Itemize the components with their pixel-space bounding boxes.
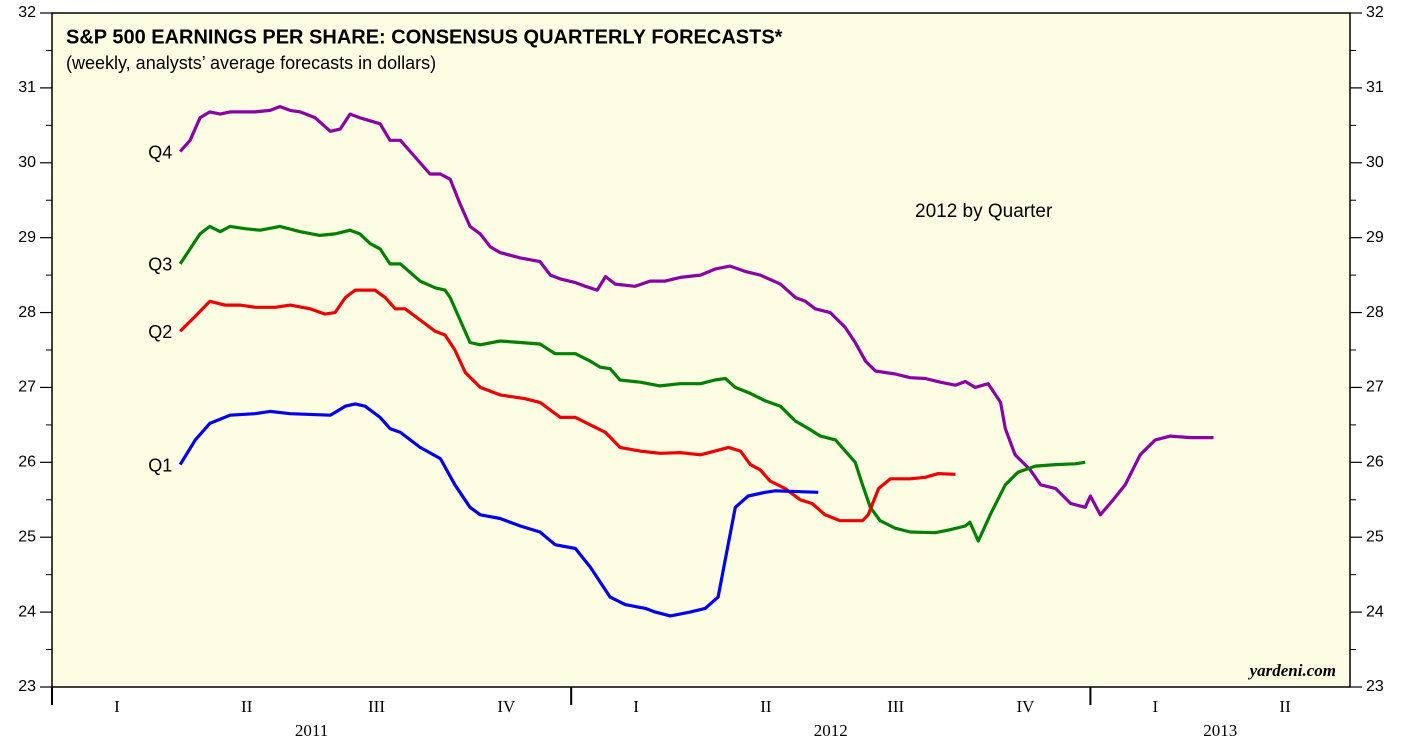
series-label: Q2 [148,322,172,342]
y-tick-label: 25 [18,528,36,545]
y-tick-label: 26 [1366,454,1384,471]
y-tick-label: 30 [18,154,36,171]
chart-subtitle: (weekly, analysts’ average forecasts in … [66,53,436,73]
series-line [178,402,819,618]
y-tick-label: 25 [1366,528,1384,545]
x-tick-label: II [241,697,253,716]
series-line [179,288,956,523]
x-tick-label: IV [1017,697,1036,716]
y-tick-label: 32 [18,4,36,21]
x-tick-label: II [1279,697,1291,716]
x-year-label: 2013 [1203,721,1237,740]
x-tick-label: I [1152,697,1158,716]
x-tick-label: III [887,697,904,716]
y-tick-label: 29 [1366,229,1384,246]
x-tick-label: I [633,697,639,716]
y-tick-label: 31 [1366,79,1384,96]
x-year-label: 2011 [295,721,328,740]
chart-title: S&P 500 EARNINGS PER SHARE: CONSENSUS QU… [66,26,783,48]
source: yardeni.com [1248,661,1336,680]
plot-area [51,12,1351,688]
x-year-label: 2012 [814,721,848,740]
y-tick-label: 23 [18,678,36,695]
annotation: 2012 by Quarter [915,201,1053,222]
series-label: Q4 [148,142,172,162]
y-tick-label: 24 [1366,603,1384,620]
y-tick-label: 32 [1366,4,1384,21]
series-label: Q3 [148,255,172,275]
x-tick-label: I [114,697,120,716]
y-tick-label: 24 [18,603,36,620]
y-tick-label: 27 [18,379,36,396]
y-tick-label: 27 [1366,379,1384,396]
y-tick-label: 23 [1366,678,1384,695]
y-tick-label: 26 [18,454,36,471]
series-label: Q1 [148,455,172,475]
x-tick-label: IV [497,697,516,716]
y-tick-label: 28 [1366,304,1384,321]
y-tick-label: 28 [18,304,36,321]
x-tick-label: II [760,697,772,716]
series-line [178,224,1086,543]
x-tick-label: III [368,697,385,716]
y-tick-label: 29 [18,229,36,246]
y-tick-label: 31 [18,79,36,96]
y-tick-label: 30 [1366,154,1384,171]
